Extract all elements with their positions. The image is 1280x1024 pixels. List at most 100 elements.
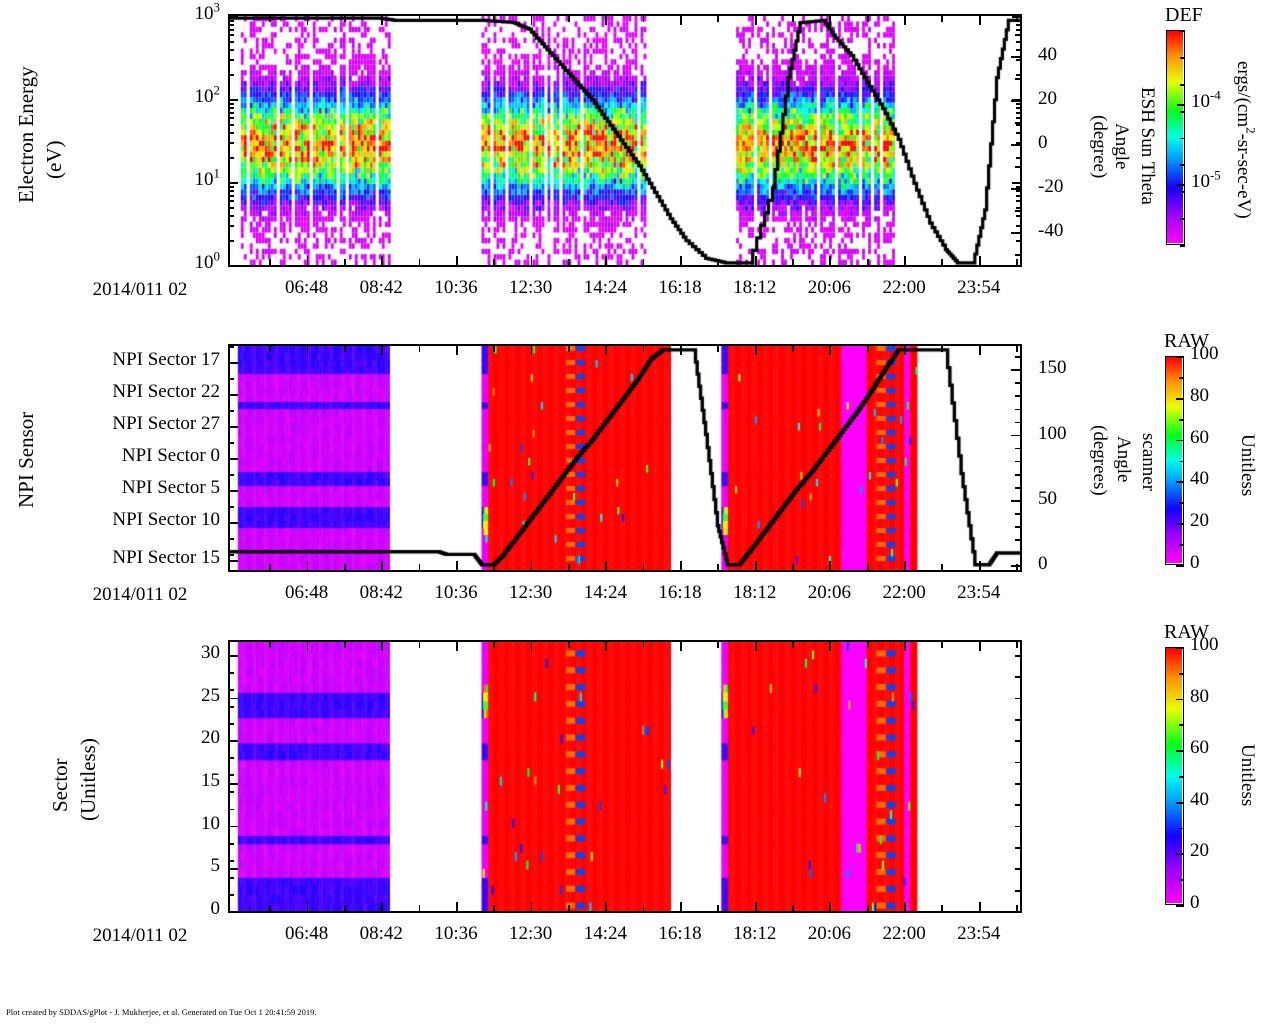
axis-tick bbox=[228, 859, 234, 862]
axis-tick bbox=[605, 561, 608, 570]
axis-tick bbox=[1016, 564, 1018, 570]
axis-tick bbox=[228, 654, 238, 657]
axis-tick bbox=[1015, 408, 1022, 411]
axis-tick bbox=[941, 642, 944, 648]
axis-tick bbox=[1015, 676, 1022, 679]
axis-tick bbox=[1016, 117, 1022, 120]
axis-tick-label: 0 bbox=[1038, 552, 1048, 574]
axis-tick bbox=[568, 905, 570, 911]
axis-tick bbox=[228, 28, 234, 31]
axis-tick bbox=[1016, 905, 1018, 911]
axis-tick bbox=[605, 642, 608, 651]
axis-tick bbox=[455, 16, 458, 25]
axis-tick bbox=[866, 642, 869, 648]
axis-tick bbox=[1015, 209, 1022, 212]
panel3-plot-frame bbox=[228, 640, 1022, 913]
panel1-date-label: 2014/011 02 bbox=[92, 279, 188, 300]
axis-tick bbox=[1016, 74, 1022, 76]
axis-tick bbox=[228, 200, 234, 203]
axis-tick bbox=[1015, 421, 1022, 424]
panel1-right-axis-sublabel: Angle bbox=[1111, 122, 1132, 170]
axis-tick-label: 100 bbox=[1038, 422, 1067, 444]
axis-tick bbox=[381, 346, 384, 355]
axis-tick bbox=[978, 642, 981, 651]
axis-tick-label: -20 bbox=[1038, 175, 1064, 197]
axis-tick-label: 22:00 bbox=[882, 277, 926, 298]
axis-tick bbox=[228, 522, 234, 524]
axis-tick bbox=[866, 564, 869, 570]
axis-tick bbox=[228, 723, 234, 726]
panel3-colorbar-unit: Unitless bbox=[1237, 743, 1258, 807]
axis-tick bbox=[1015, 356, 1022, 359]
axis-tick bbox=[904, 346, 906, 355]
axis-tick bbox=[228, 559, 238, 562]
axis-tick-label: 06:48 bbox=[284, 582, 329, 603]
axis-tick bbox=[1016, 206, 1022, 209]
axis-tick bbox=[1016, 642, 1018, 648]
axis-tick bbox=[1015, 486, 1022, 489]
axis-tick bbox=[228, 791, 234, 794]
axis-tick-label: 30 bbox=[201, 641, 220, 663]
axis-tick bbox=[228, 458, 234, 460]
axis-tick bbox=[1015, 382, 1022, 385]
axis-tick-label: 08:42 bbox=[359, 582, 403, 603]
axis-tick bbox=[228, 16, 238, 18]
axis-tick-label: 20 bbox=[1038, 87, 1057, 109]
axis-tick bbox=[1180, 110, 1185, 113]
axis-tick bbox=[941, 16, 944, 22]
axis-tick bbox=[829, 346, 832, 355]
axis-tick bbox=[1179, 879, 1184, 882]
axis-tick-label: 101 bbox=[194, 165, 220, 190]
axis-tick bbox=[530, 16, 533, 25]
axis-tick bbox=[1016, 111, 1022, 114]
axis-tick bbox=[978, 902, 981, 911]
axis-tick bbox=[792, 564, 794, 570]
axis-tick bbox=[228, 825, 238, 828]
axis-tick bbox=[1016, 194, 1022, 197]
axis-tick bbox=[228, 117, 234, 120]
axis-tick bbox=[1015, 121, 1022, 124]
axis-tick bbox=[1011, 99, 1022, 102]
axis-tick bbox=[642, 564, 645, 570]
axis-tick bbox=[1176, 853, 1184, 856]
axis-tick bbox=[228, 225, 234, 228]
axis-tick bbox=[306, 346, 309, 355]
axis-tick bbox=[1016, 40, 1022, 43]
axis-tick bbox=[754, 902, 757, 911]
axis-tick bbox=[228, 157, 234, 159]
axis-tick bbox=[1015, 525, 1022, 528]
panel1-colorbar-unit: ergs/(cm2-sr-sec-eV) bbox=[1232, 40, 1258, 240]
axis-tick bbox=[1015, 697, 1022, 700]
panel1-spectrogram bbox=[230, 16, 1020, 265]
axis-tick bbox=[568, 346, 570, 352]
axis-tick bbox=[792, 16, 794, 22]
axis-tick-label: 0 bbox=[1038, 131, 1048, 153]
axis-tick bbox=[717, 259, 720, 265]
axis-tick bbox=[1180, 56, 1185, 59]
axis-tick bbox=[1011, 434, 1022, 437]
axis-tick-label: NPI Sector 0 bbox=[121, 445, 220, 466]
axis-tick bbox=[717, 564, 720, 570]
axis-tick-label: 14:24 bbox=[583, 923, 627, 944]
axis-tick bbox=[1015, 538, 1022, 541]
axis-tick-label: 12:30 bbox=[509, 923, 553, 944]
axis-tick bbox=[1179, 418, 1184, 421]
axis-tick-label: 20:06 bbox=[807, 923, 852, 944]
axis-tick bbox=[343, 16, 346, 22]
axis-tick bbox=[455, 256, 458, 265]
axis-tick bbox=[754, 346, 757, 355]
axis-tick bbox=[228, 49, 234, 51]
panel2-right-axis-label: scanner bbox=[1138, 433, 1159, 492]
axis-tick bbox=[306, 642, 309, 651]
axis-tick bbox=[1011, 499, 1022, 502]
axis-tick bbox=[306, 256, 309, 265]
axis-tick bbox=[1176, 698, 1184, 701]
axis-tick bbox=[381, 561, 384, 570]
axis-tick bbox=[228, 740, 238, 743]
axis-tick bbox=[1015, 761, 1022, 764]
panel2-right-axis-sublabel: Angle bbox=[1113, 435, 1134, 483]
axis-tick bbox=[228, 190, 234, 192]
axis-tick-label: 08:42 bbox=[359, 923, 403, 944]
axis-tick-label: 14:24 bbox=[583, 582, 627, 603]
axis-tick bbox=[418, 564, 421, 570]
